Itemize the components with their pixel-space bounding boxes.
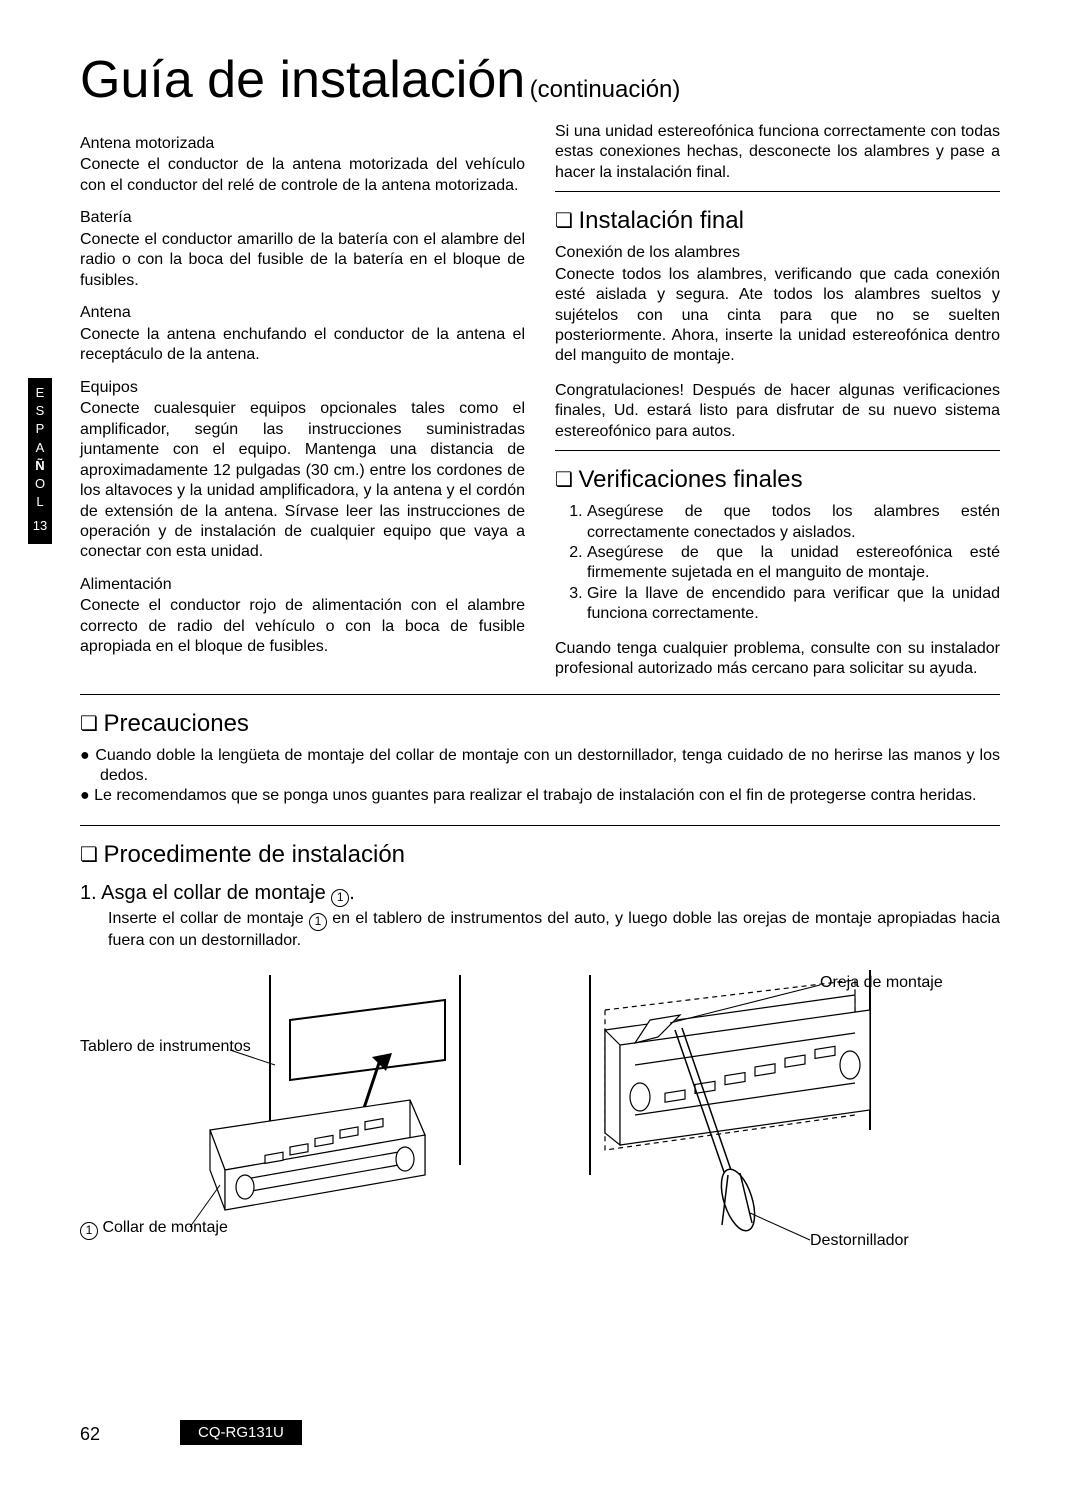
check-item: Asegúrese de que todos los alambres esté… [587,502,1000,543]
step-body-text: Inserte el collar de montaje [108,910,309,927]
para-head: Batería [80,208,525,228]
page-title: Guía de instalación (continuación) [80,50,1000,110]
tab-letter: L [28,493,52,511]
section-head: Precauciones [80,709,1000,740]
right-column: Si una unidad estereofónica funciona cor… [555,122,1000,680]
label-destornillador: Destornillador [810,1231,909,1251]
circled-number-icon: 1 [309,913,327,931]
divider [80,825,1000,826]
tab-letter: S [28,402,52,420]
divider [80,694,1000,695]
circled-number-icon: 1 [80,1222,98,1240]
para-body: Conecte la antena enchufando el conducto… [80,325,525,366]
tab-letter: A [28,439,52,457]
congrats-text: Congratulaciones! Después de hacer algun… [555,381,1000,442]
diagram-left: Tablero de instrumentos 1 Collar de mont… [80,965,530,1265]
section-head: Procedimente de instalación [80,840,1000,871]
label-collar-text: Collar de montaje [102,1219,227,1236]
label-oreja: Oreja de montaje [820,973,943,993]
title-sub: (continuación) [530,76,681,103]
tab-letter: O [28,475,52,493]
step-body: Inserte el collar de montaje 1 en el tab… [108,909,1000,951]
check-item: Gire la llave de encendido para verifica… [587,584,1000,625]
para-body: Conecte cualesquier equipos opcionales t… [80,399,525,563]
outro-text: Cuando tenga cualquier problema, consult… [555,639,1000,680]
language-tab: E S P A Ñ O L 13 [28,378,52,544]
tab-letter: Ñ [28,457,52,475]
circled-number-icon: 1 [331,889,349,907]
tab-number: 13 [28,517,52,535]
para-head: Alimentación [80,575,525,595]
para-head: Conexión de los alambres [555,243,1000,263]
tab-letter: P [28,420,52,438]
para-head: Antena [80,303,525,323]
page-footer: 62 CQ-RG131U [80,1420,1000,1445]
precaution-item: Le recomendamos que se ponga unos guante… [100,786,1000,806]
para-body: Conecte todos los alambres, verificando … [555,265,1000,367]
step-head-text: 1. Asga el collar de montaje [80,882,331,904]
precautions-list: Cuando doble la lengüeta de montaje del … [80,746,1000,807]
diagram-right: Oreja de montaje Destornillador [540,965,1000,1265]
title-main: Guía de instalación [80,51,525,109]
tab-letter: E [28,384,52,402]
precaution-item: Cuando doble la lengüeta de montaje del … [100,746,1000,787]
check-list: Asegúrese de que todos los alambres esté… [555,502,1000,625]
left-column: Antena motorizada Conecte el conductor d… [80,122,525,680]
check-item: Asegúrese de que la unidad estereofónica… [587,543,1000,584]
label-collar: 1 Collar de montaje [80,1218,228,1240]
page-number: 62 [80,1424,100,1445]
section-head: Instalación final [555,206,1000,237]
para-body: Conecte el conductor amarillo de la bate… [80,230,525,291]
divider [555,191,1000,192]
divider [555,450,1000,451]
section-head: Verificaciones finales [555,465,1000,496]
para-body: Conecte el conductor rojo de alimentació… [80,596,525,657]
model-number: CQ-RG131U [180,1420,302,1445]
para-head: Antena motorizada [80,134,525,154]
para-head: Equipos [80,378,525,398]
intro-text: Si una unidad estereofónica funciona cor… [555,122,1000,183]
diagram-row: Tablero de instrumentos 1 Collar de mont… [80,965,1000,1265]
para-body: Conecte el conductor de la antena motori… [80,155,525,196]
label-tablero: Tablero de instrumentos [80,1037,251,1057]
step-head: 1. Asga el collar de montaje 1. [80,881,1000,907]
